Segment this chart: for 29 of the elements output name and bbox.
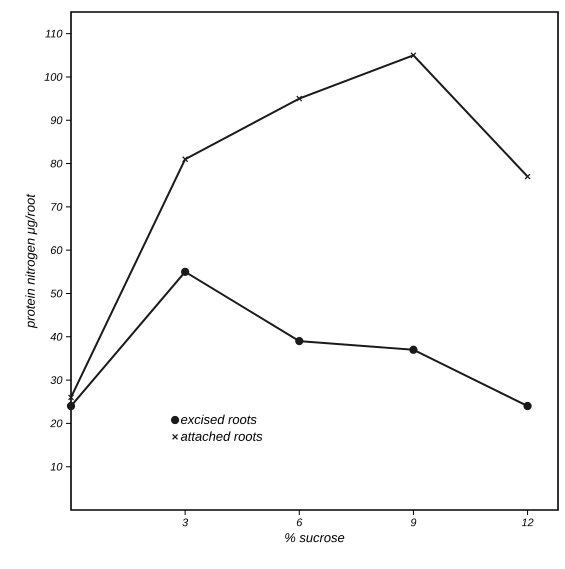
y-tick-label: 90 [50, 116, 62, 124]
point [523, 402, 532, 410]
legend-label: attached roots [180, 431, 262, 441]
y-axis-title: protein nitrogen μg/root [25, 194, 38, 328]
y-tick-label: 60 [50, 246, 62, 254]
y-tick-label: 50 [50, 290, 62, 298]
x-tick-label: 6 [296, 518, 302, 526]
y-tick-label: 20 [50, 420, 62, 428]
point [409, 346, 418, 354]
y-tick-label: 40 [50, 332, 62, 341]
y-tick-label: 30 [50, 376, 62, 384]
y-tick-label: 70 [51, 202, 62, 211]
point [524, 173, 531, 180]
y-tick-label: 80 [50, 160, 62, 168]
point [410, 52, 417, 58]
point [181, 268, 190, 276]
point [66, 402, 76, 410]
x-tick-label: 3 [182, 518, 188, 526]
x-axis-title: % sucrose [285, 533, 344, 542]
y-tick-label: 10 [50, 462, 62, 471]
y-tick-label: 100 [44, 73, 62, 81]
point [182, 156, 188, 162]
point [68, 394, 74, 401]
point [295, 336, 304, 346]
x-tick-label: 12 [522, 518, 534, 526]
x-tick-label: 9 [410, 518, 416, 526]
legend-label: excised roots [180, 414, 257, 424]
y-tick-label: 110 [45, 30, 62, 38]
point [296, 95, 302, 102]
